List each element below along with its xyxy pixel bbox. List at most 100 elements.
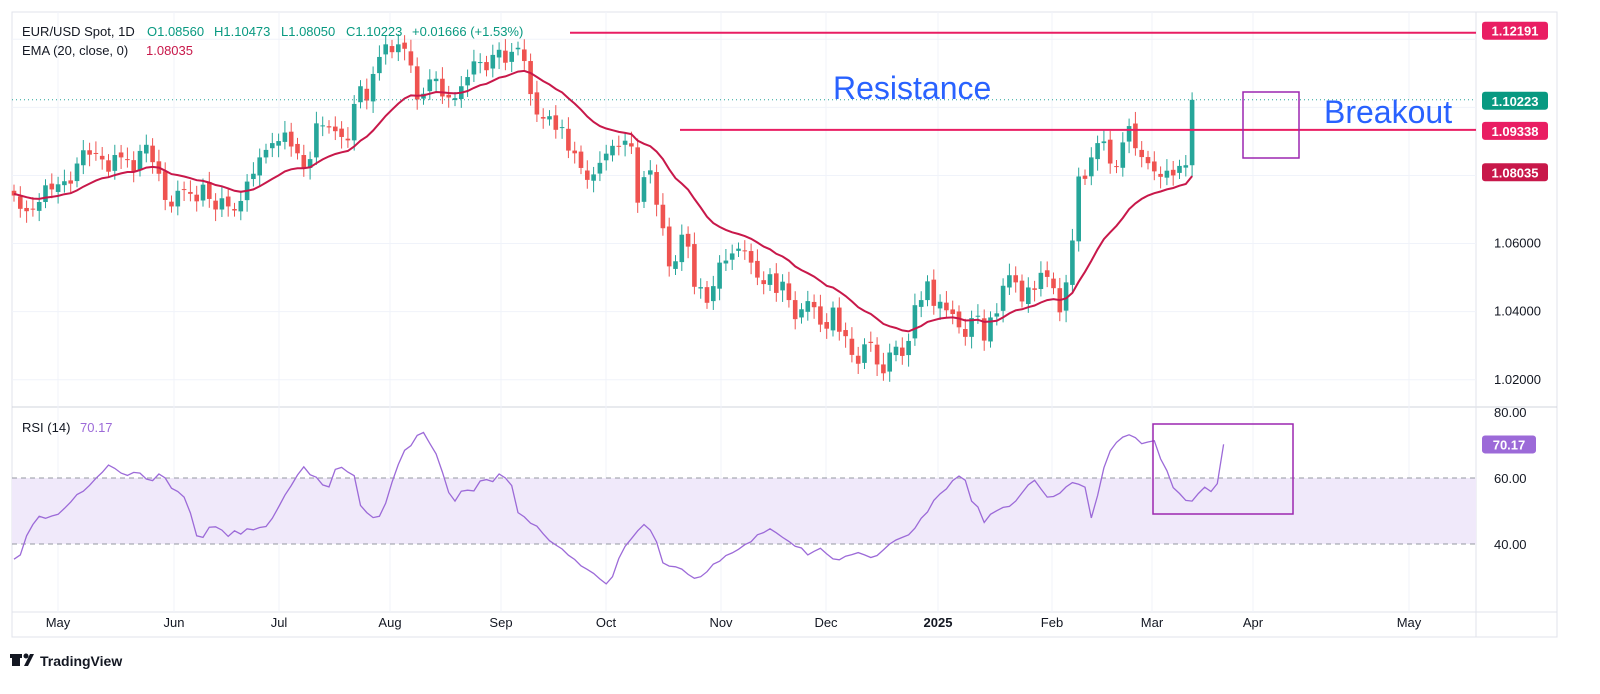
candle-body: [893, 346, 899, 356]
candle-body: [622, 140, 628, 145]
candle-body: [629, 143, 634, 147]
candle: [251, 162, 256, 187]
candle: [1076, 167, 1081, 252]
candle: [755, 249, 760, 286]
candle: [137, 144, 143, 177]
candle-body: [547, 116, 552, 120]
candle: [477, 53, 483, 74]
candle-body: [396, 44, 401, 53]
price-tick-label: 1.06000: [1494, 236, 1541, 251]
candle: [1082, 169, 1088, 185]
candle-body: [742, 250, 748, 252]
candle-body: [780, 281, 785, 291]
candle: [830, 301, 836, 337]
time-tick-label: May: [46, 615, 71, 630]
candle: [276, 133, 281, 158]
candle-body: [496, 49, 502, 58]
candle: [1038, 261, 1044, 297]
candle: [106, 154, 111, 178]
candle: [799, 303, 804, 324]
candle-body: [1152, 161, 1157, 172]
time-tick-label: 2025: [924, 615, 953, 630]
candle-body: [553, 115, 559, 130]
candle: [931, 269, 937, 315]
candle: [648, 160, 653, 184]
candle: [1114, 159, 1119, 174]
candle: [723, 249, 729, 271]
candle: [11, 184, 17, 202]
candle: [918, 291, 924, 318]
candle-body: [635, 147, 640, 203]
header-high: H1.10473: [214, 24, 270, 39]
badge-ema-bg: [1482, 163, 1548, 182]
candle: [1051, 272, 1056, 295]
candle-body: [377, 56, 382, 74]
candle-body: [62, 181, 67, 186]
candle: [1158, 166, 1163, 189]
candle-body: [295, 143, 300, 154]
candle-body: [471, 61, 477, 75]
candle: [540, 108, 546, 129]
price-tick-label: 1.04000: [1494, 304, 1541, 319]
candle: [553, 105, 559, 139]
candle-body: [225, 196, 231, 207]
badge-top-level-bg: [1482, 21, 1548, 40]
candle-body: [698, 287, 703, 289]
candle-body: [591, 174, 596, 181]
candle: [1152, 151, 1157, 181]
candle-body: [370, 73, 376, 102]
candle-body: [452, 98, 458, 101]
candle-body: [692, 244, 697, 287]
candle: [881, 352, 886, 381]
candle: [1139, 141, 1144, 168]
candle: [43, 179, 48, 209]
candle: [383, 35, 388, 65]
candle-body: [427, 79, 433, 92]
candle: [1044, 261, 1050, 288]
candle: [358, 80, 363, 109]
candle-body: [188, 191, 193, 194]
candle: [440, 67, 445, 104]
candle: [301, 144, 307, 177]
time-tick-label: Oct: [596, 615, 617, 630]
badge-breakout-level: 1.09338: [1482, 121, 1548, 140]
candle: [824, 313, 829, 339]
candle-body: [87, 150, 92, 155]
axes: 1.02000 1.04000 1.06000 40.00 60.00 80.00 May J…: [46, 236, 1541, 630]
candle: [484, 55, 489, 77]
candle-body: [1038, 272, 1044, 290]
candle: [1013, 266, 1018, 293]
rsi-value: 70.17: [80, 420, 113, 435]
candle-body: [81, 150, 86, 166]
candle: [402, 35, 407, 61]
candle-body: [1082, 175, 1088, 179]
annotation-breakout: Breakout: [1324, 94, 1452, 130]
candle: [559, 119, 565, 139]
candle-body: [320, 125, 325, 127]
candle-body: [918, 300, 924, 307]
candle: [200, 178, 206, 207]
candle: [150, 138, 155, 174]
ema-polyline: [13, 69, 1193, 333]
candle-body: [849, 338, 855, 355]
header-open: O1.08560: [147, 24, 204, 39]
candle: [471, 49, 477, 82]
candle-body: [169, 201, 174, 207]
candle: [427, 69, 433, 101]
candle-body: [257, 157, 262, 176]
candle-body: [950, 309, 955, 315]
candle-body: [900, 347, 905, 356]
candle: [855, 346, 861, 374]
candle-body: [263, 149, 269, 158]
candle-body: [1183, 165, 1189, 168]
candle-body: [673, 261, 678, 269]
candle-body: [213, 200, 218, 210]
candle: [81, 140, 86, 175]
rsi-tick-label: 80.00: [1494, 405, 1527, 420]
candle: [320, 116, 325, 137]
candle: [711, 275, 716, 310]
candle-body: [345, 138, 351, 141]
candle-body: [1145, 157, 1151, 164]
candle: [1070, 228, 1075, 293]
time-tick-label: Jun: [164, 615, 185, 630]
